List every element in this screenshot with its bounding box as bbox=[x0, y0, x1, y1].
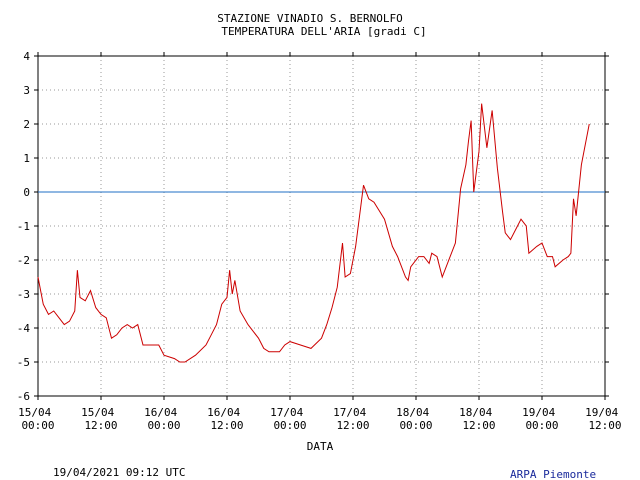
y-tick-label: 2 bbox=[23, 118, 30, 131]
chart-subtitle: TEMPERATURA DELL'ARIA [gradi C] bbox=[221, 25, 426, 38]
x-tick-label: 18/04 00:00 bbox=[396, 406, 436, 432]
y-tick-label: -1 bbox=[17, 220, 30, 233]
x-tick-label: 19/04 00:00 bbox=[522, 406, 562, 432]
x-tick-label: 17/04 00:00 bbox=[270, 406, 310, 432]
chart-title: STAZIONE VINADIO S. BERNOLFO bbox=[217, 12, 402, 25]
y-tick-label: -6 bbox=[17, 390, 30, 403]
x-tick-label: 15/04 12:00 bbox=[81, 406, 121, 432]
source: ARPA Piemonte bbox=[510, 468, 596, 480]
y-tick-label: 1 bbox=[23, 152, 30, 165]
y-tick-label: 3 bbox=[23, 84, 30, 97]
x-tick-label: 16/04 12:00 bbox=[207, 406, 247, 432]
x-tick-label: 16/04 00:00 bbox=[144, 406, 184, 432]
plot-frame bbox=[37, 55, 606, 397]
x-axis-label: DATA bbox=[307, 440, 334, 453]
x-tick-label: 18/04 12:00 bbox=[459, 406, 499, 432]
y-tick-label: 0 bbox=[23, 186, 30, 199]
y-tick-label: -2 bbox=[17, 254, 30, 267]
x-tick-label: 17/04 12:00 bbox=[333, 406, 373, 432]
x-tick-label: 19/04 12:00 bbox=[585, 406, 625, 432]
y-tick-label: -4 bbox=[17, 322, 31, 335]
y-tick-label: -5 bbox=[17, 356, 30, 369]
timestamp: 19/04/2021 09:12 UTC bbox=[53, 466, 185, 479]
data-line bbox=[37, 103, 590, 363]
y-tick-label: -3 bbox=[17, 288, 30, 301]
x-tick-label: 15/04 00:00 bbox=[18, 406, 58, 432]
y-tick-label: 4 bbox=[23, 50, 30, 63]
